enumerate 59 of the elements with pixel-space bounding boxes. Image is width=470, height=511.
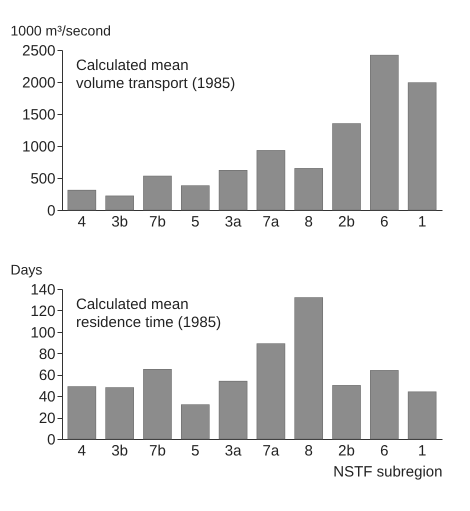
bar [256, 343, 286, 440]
bar [294, 168, 324, 210]
y-axis-title: 1000 m³/second [10, 22, 111, 38]
x-tick-label: 7b [149, 214, 166, 230]
y-axis-title: Days [10, 262, 42, 278]
y-tick-label: 1000 [22, 138, 56, 156]
bar [180, 185, 210, 210]
x-tick-label: 6 [380, 214, 389, 230]
annotation: Calculated mean residence time (1985) [76, 296, 222, 331]
bar [105, 196, 134, 210]
x-tick-label: 7a [262, 214, 280, 230]
bar [370, 370, 399, 440]
x-tick-label: 2b [338, 214, 355, 230]
bar [143, 369, 172, 440]
x-tick-label: 3b [111, 214, 128, 230]
bar [68, 386, 96, 440]
x-tick-label: 7a [262, 442, 280, 460]
y-tick-label: 500 [30, 170, 56, 188]
x-axis-title: NSTF subregion [333, 464, 442, 480]
bar [180, 404, 210, 440]
y-tick-label: 120 [30, 302, 56, 320]
y-tick-label: 0 [47, 432, 56, 448]
bar [332, 385, 361, 440]
x-tick-label: 6 [380, 442, 389, 460]
y-tick-label: 40 [38, 388, 56, 406]
x-tick-label: 3a [224, 442, 242, 460]
bar [218, 380, 248, 440]
x-tick-label: 2b [338, 442, 355, 460]
y-tick-label: 2500 [22, 42, 56, 60]
bar [408, 82, 436, 210]
x-tick-label: 3b [111, 442, 128, 460]
bar [294, 297, 324, 440]
x-tick-label: 5 [191, 442, 200, 460]
bar [68, 190, 96, 210]
bar [218, 170, 248, 210]
x-tick-label: 7b [149, 442, 166, 460]
bar [370, 54, 399, 210]
bar [256, 150, 286, 210]
y-tick-label: 1500 [22, 106, 56, 124]
y-tick-label: 2000 [22, 74, 56, 92]
y-tick-label: 100 [30, 324, 56, 342]
x-tick-label: 8 [304, 214, 313, 230]
y-tick-label: 0 [47, 202, 56, 220]
bar [332, 123, 361, 210]
y-tick-label: 20 [38, 410, 56, 428]
y-tick-label: 80 [38, 346, 56, 363]
x-tick-label: 3a [224, 214, 242, 230]
y-tick-label: 140 [30, 282, 56, 298]
x-tick-label: 4 [78, 442, 86, 460]
x-tick-label: 1 [418, 442, 426, 460]
annotation: Calculated mean volume transport (1985) [76, 57, 236, 92]
bar [408, 392, 436, 440]
x-tick-label: 1 [418, 214, 426, 230]
bar [105, 387, 134, 440]
x-tick-label: 8 [304, 442, 313, 460]
y-tick-label: 60 [38, 367, 56, 384]
x-tick-label: 5 [191, 214, 200, 230]
x-tick-label: 4 [78, 214, 86, 230]
bar [143, 176, 172, 210]
